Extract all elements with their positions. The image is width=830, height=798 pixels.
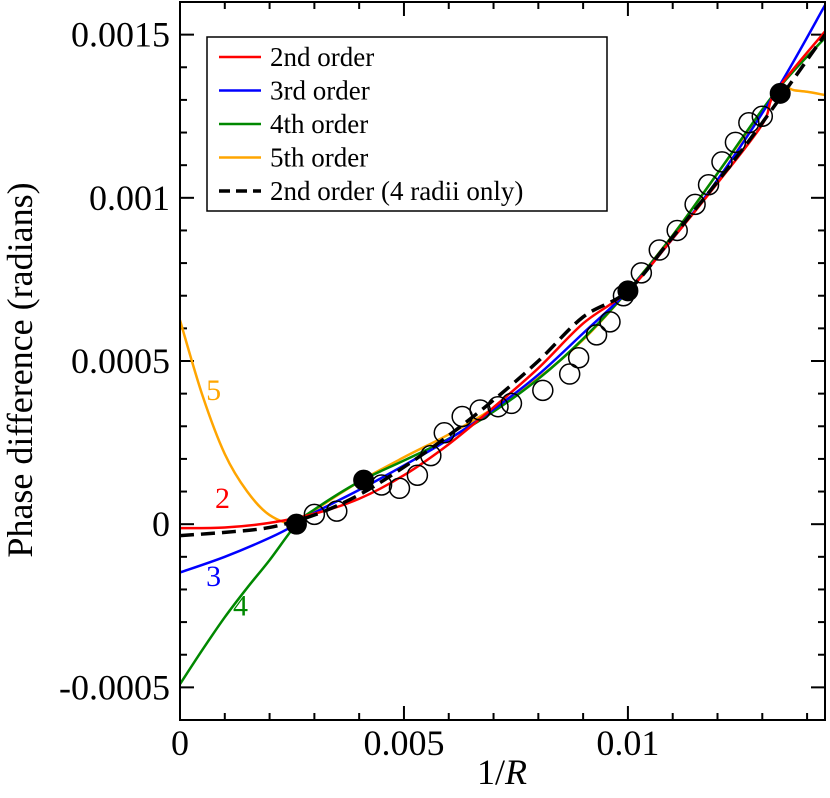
open-circle-marker [532,379,554,402]
y-tick-label: 0.001 [89,178,170,218]
x-axis-title: 1/R [477,752,527,792]
open-circle-marker [469,399,491,421]
legend-label-1: 2nd order [270,42,374,72]
open-circle-marker [500,392,523,415]
open-circle-marker [684,193,706,216]
data-markers [285,82,791,535]
curve-label-3: 4 [233,590,248,623]
x-axis-title-plain: 1/ [477,752,505,792]
open-circle-marker [567,346,590,369]
open-circle-marker [697,174,720,196]
filled-circle-marker [617,280,639,302]
open-circle-marker [738,112,760,134]
y-tick-label: 0 [152,504,170,544]
open-circle-marker [724,131,747,154]
open-circle-marker [406,464,429,486]
open-circle-marker [585,324,608,346]
curve-labels: 2 34 5 [206,374,248,622]
open-circle-marker [751,105,774,127]
open-circle-marker [326,500,348,522]
open-circle-marker [303,503,326,526]
open-circle-marker [433,422,456,444]
legend-label-5: 2nd order (4 radii only) [270,176,523,206]
curve-label-4: 5 [206,374,221,407]
open-circle-marker [388,477,411,500]
curve-label-2: 3 [206,560,221,593]
x-tick-label: 0.005 [363,723,444,763]
open-circle-marker [630,262,653,284]
x-tick-label: 0.01 [596,723,659,763]
open-circle-marker [558,363,581,385]
y-axis-title: Phase difference (radians) [0,182,40,557]
y-tick-label: 0.0005 [71,341,170,381]
y-tick-label: -0.0005 [59,667,170,707]
y-tick-label: 0.0015 [71,15,170,55]
filled-circle-marker [285,513,307,535]
filled-circle-marker [353,469,375,491]
axis-ticks [179,1,825,721]
x-tick-label: 0 [171,723,189,763]
legend-label-3: 4th order [270,109,368,139]
open-circle-marker [599,311,621,333]
plot-frame [179,1,826,721]
filled-circle-marker [769,82,791,104]
x-axis-title-italic: R [504,752,527,792]
open-circle-marker [420,444,442,467]
open-circle-marker [487,395,509,418]
legend-label-4: 5th order [270,143,368,173]
legend-box [206,36,608,212]
legend-label-2: 3rd order [270,76,370,106]
open-circle-marker [648,239,671,261]
open-circle-marker [666,219,688,242]
open-circle-marker [711,151,733,173]
curve-label-1: 2 [215,482,230,515]
